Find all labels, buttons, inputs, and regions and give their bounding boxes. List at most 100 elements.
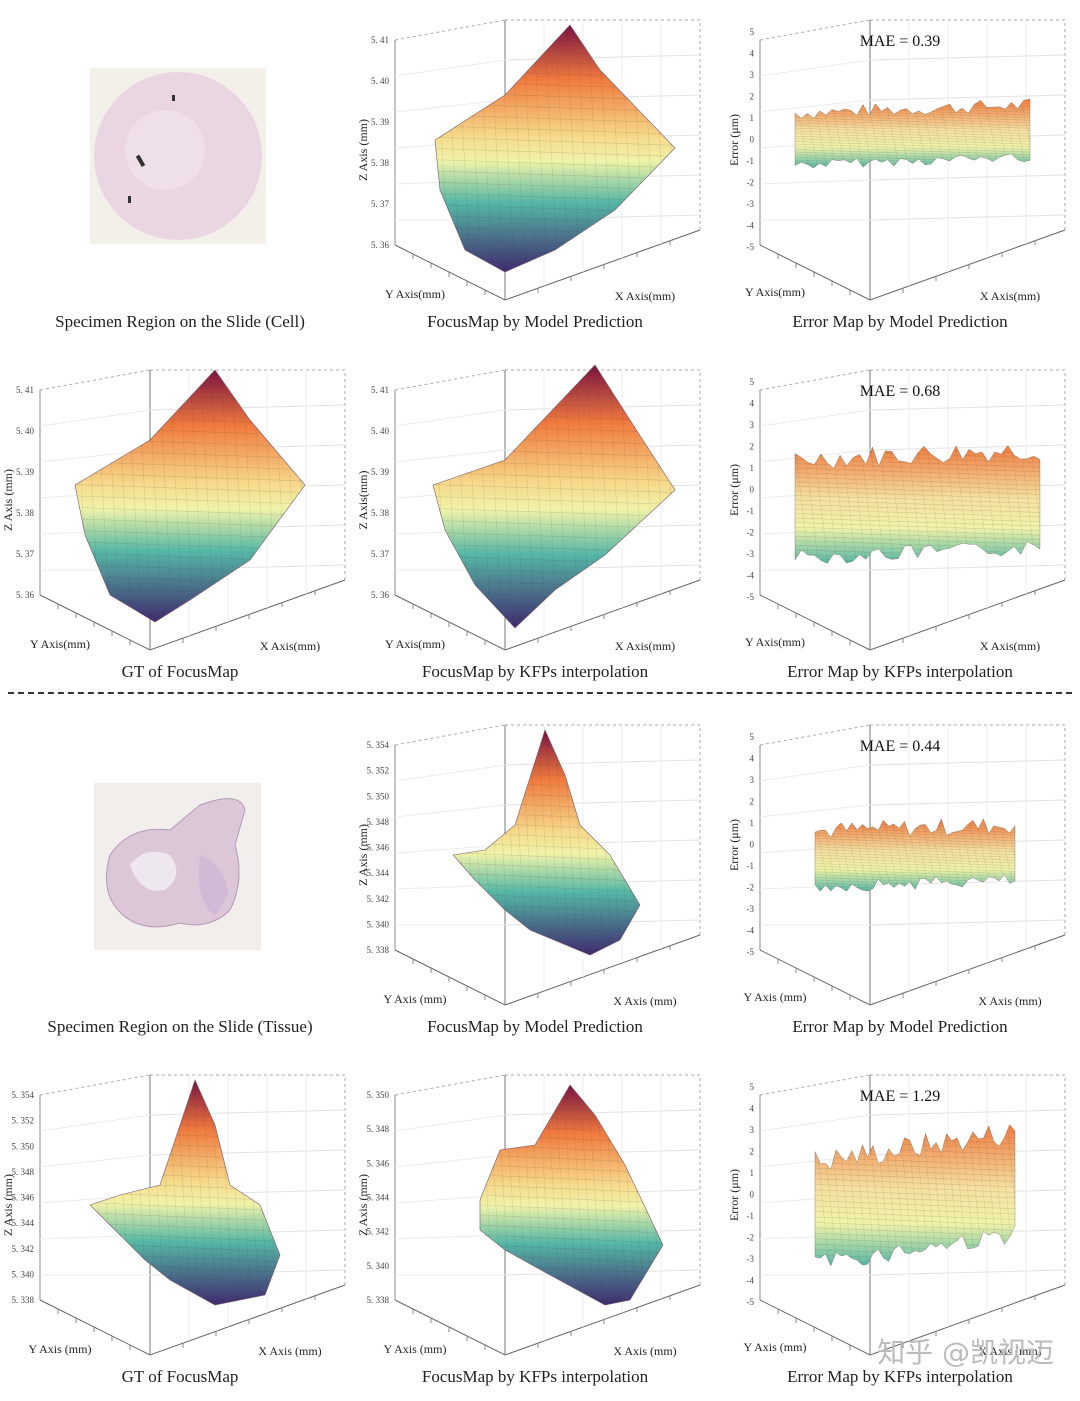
z-tick-label: 5. 354 [367, 740, 390, 750]
z-tick-label: 1 [750, 113, 755, 123]
error-chart: 5 4 3 2 1 0 -1 -2 -3 -4 -5 Error (μm) X Axis (mm) Y A… [727, 1074, 1066, 1358]
z-tick-label: 5. 344 [12, 1218, 35, 1228]
error-surface [794, 445, 1041, 564]
error-chart: 5 4 3 2 1 0 -1 -2 -3 -4 -5 Error (μm) X Axis(mm) Y Ax… [727, 19, 1066, 303]
z-tick-label: -1 [747, 1211, 755, 1221]
z-tick-label: 5. 350 [12, 1141, 35, 1151]
x-axis-label: X Axis(mm) [980, 639, 1040, 653]
x-axis-label: X Axis (mm) [613, 994, 676, 1008]
z-tick-label: 4 [750, 1104, 755, 1114]
z-tick-label: 5. 342 [12, 1244, 35, 1254]
y-axis-label: Y Axis (mm) [744, 990, 807, 1004]
focus-surface [74, 369, 306, 623]
panel-caption: FocusMap by KFPs interpolation [421, 1367, 649, 1386]
z-axis-label: Z Axis(mm) [356, 470, 370, 529]
z-tick-label: 5. 350 [367, 791, 390, 801]
z-tick-label: 5 [750, 377, 755, 387]
error-surface [814, 1124, 1016, 1267]
z-tick-label: 5. 348 [12, 1167, 35, 1177]
x-axis-label: X Axis (mm) [613, 1344, 676, 1358]
y-axis-label: Y Axis (mm) [744, 1340, 807, 1354]
panel-caption: Error Map by Model Prediction [792, 1017, 1008, 1036]
z-tick-label: -4 [747, 571, 755, 581]
panel-caption: GT of FocusMap [121, 662, 239, 681]
z-tick-label: 5. 340 [12, 1269, 35, 1279]
z-tick-label: -2 [747, 883, 755, 893]
focus-surface [89, 1079, 281, 1306]
z-tick-label: -1 [747, 861, 755, 871]
x-axis-label: X Axis(mm) [980, 289, 1040, 303]
error-surface [814, 818, 1016, 892]
panel-caption: Error Map by Model Prediction [792, 312, 1008, 331]
z-tick-label: -2 [747, 1233, 755, 1243]
x-axis-label: X Axis(mm) [260, 639, 320, 653]
z-tick-label: -2 [747, 178, 755, 188]
z-tick-label: 1 [750, 818, 755, 828]
z-tick-label: 5. 338 [367, 1295, 390, 1305]
z-tick-label: 5. 340 [367, 1261, 390, 1271]
surface-group [479, 1084, 664, 1306]
panel-focusmap-kfp-tissue: 5. 350 5. 348 5. 346 5. 344 5. 342 5. 340 5. 3… [355, 1055, 715, 1395]
surface-group [434, 24, 676, 273]
z-tick-label: 5. 346 [367, 1158, 390, 1168]
error-chart: 5 4 3 2 1 0 -1 -2 -3 -4 -5 Error (μm) X Axis (mm) Y A… [727, 724, 1066, 1008]
z-tick-label: 5. 344 [367, 868, 390, 878]
z-axis-label: Z Axis (mm) [1, 469, 15, 531]
z-axis-label: Error (μm) [727, 114, 741, 166]
focusmap-chart: 5. 354 5. 352 5. 350 5. 348 5. 346 5. 344 5. 3… [1, 1074, 346, 1358]
z-tick-label: 5. 39 [16, 467, 35, 477]
y-axis-label: Y Axis (mm) [29, 1342, 92, 1356]
specimen-image [90, 68, 266, 244]
x-axis-label: X Axis(mm) [615, 639, 675, 653]
section-divider [8, 692, 1072, 694]
mae-label: MAE = 1.29 [860, 1088, 941, 1105]
panel-caption: Error Map by KFPs interpolation [787, 662, 1013, 681]
z-tick-label: 3 [750, 1125, 755, 1135]
z-tick-label: 5. 39 [371, 117, 390, 127]
z-tick-label: 3 [750, 775, 755, 785]
z-tick-label: -5 [747, 947, 755, 957]
z-tick-label: 4 [750, 49, 755, 59]
panel-caption: FocusMap by Model Prediction [427, 312, 643, 331]
z-tick-label: 5. 36 [16, 590, 35, 600]
z-tick-label: 5. 352 [12, 1116, 35, 1126]
panel-caption: Specimen Region on the Slide (Tissue) [47, 1017, 313, 1036]
error-surface-group [794, 98, 1031, 169]
x-axis-label: X Axis (mm) [978, 994, 1041, 1008]
z-tick-label: 3 [750, 420, 755, 430]
y-axis-label: Y Axis (mm) [384, 1342, 447, 1356]
panel-caption: Specimen Region on the Slide (Cell) [55, 312, 305, 331]
panel-focusmap-model-cell: 5. 41 5. 40 5. 39 5. 38 5. 37 5. 36 Z Axis (mm… [355, 0, 715, 340]
z-tick-label: -5 [747, 242, 755, 252]
focus-surface [452, 729, 641, 956]
z-tick-label: -5 [747, 592, 755, 602]
z-axis-label: Z Axis (mm) [356, 824, 370, 886]
z-tick-label: 5. 342 [367, 894, 390, 904]
z-tick-label: 1 [750, 1168, 755, 1178]
z-tick-label: 4 [750, 754, 755, 764]
z-tick-label: -5 [747, 1297, 755, 1307]
panel-specimen-tissue: Specimen Region on the Slide (Tissue) [0, 705, 360, 1045]
z-tick-label: 4 [750, 399, 755, 409]
z-tick-label: 3 [750, 70, 755, 80]
y-axis-label: Y Axis(mm) [745, 635, 805, 649]
panel-focusmap-model-tissue: 5. 354 5. 352 5. 350 5. 348 5. 346 5. 344 5. 3… [355, 705, 715, 1045]
z-tick-label: -4 [747, 926, 755, 936]
panel-error-model-tissue: 5 4 3 2 1 0 -1 -2 -3 -4 -5 Error (μm) X Axis (mm) Y A… [720, 705, 1080, 1045]
z-tick-label: 5. 346 [367, 843, 390, 853]
z-axis-label: Error (μm) [727, 819, 741, 871]
z-tick-label: 5. 39 [371, 467, 390, 477]
debris-mark [135, 154, 146, 168]
z-tick-label: 5. 348 [367, 1124, 390, 1134]
y-axis-label: Y Axis(mm) [30, 637, 90, 651]
z-tick-label: 5 [750, 732, 755, 742]
watermark: 知乎 @凯视迈 [877, 1336, 1054, 1369]
focusmap-chart: 5. 41 5. 40 5. 39 5. 38 5. 37 5. 36 Z Axis (mm… [356, 19, 701, 303]
panel-error-kfp-tissue: 5 4 3 2 1 0 -1 -2 -3 -4 -5 Error (μm) X Axis (mm) Y A… [720, 1055, 1080, 1395]
z-tick-label: -1 [747, 156, 755, 166]
z-tick-label: 5. 36 [371, 240, 390, 250]
x-axis-label: X Axis (mm) [258, 1344, 321, 1358]
panel-gt-focusmap-tissue: 5. 354 5. 352 5. 350 5. 348 5. 346 5. 344 5. 3… [0, 1055, 360, 1395]
specimen-image [94, 783, 261, 950]
debris-mark [172, 95, 175, 101]
